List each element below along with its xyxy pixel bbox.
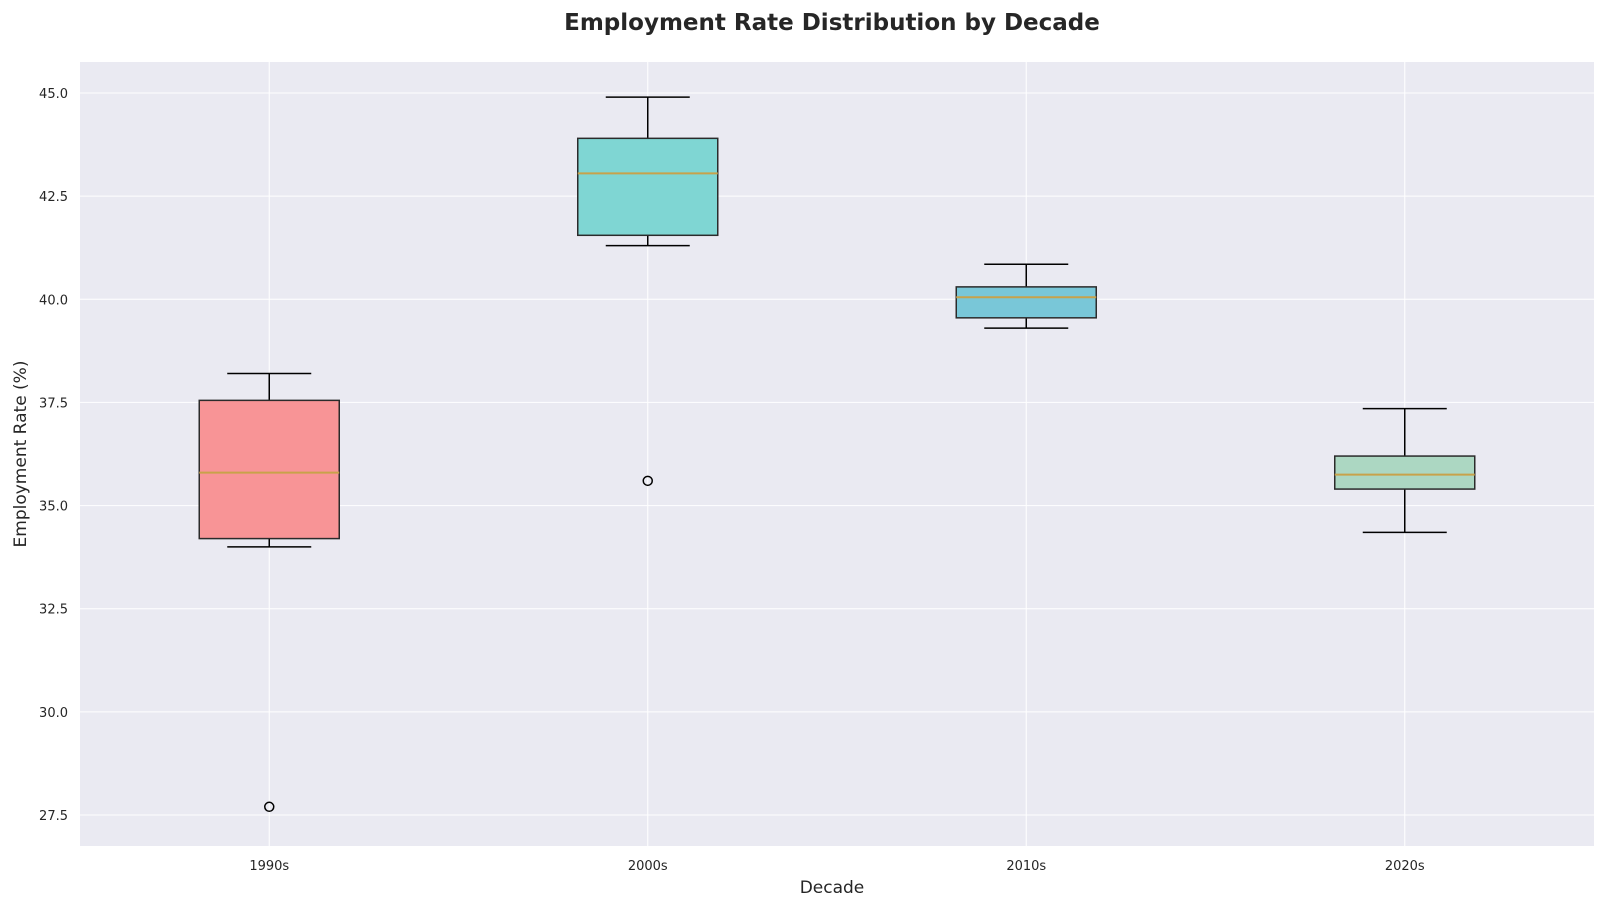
box-2000s: [577, 96, 719, 487]
y-tick-label: 42.5: [39, 190, 68, 205]
y-axis-label: Employment Rate (%): [11, 361, 31, 548]
y-tick-label: 35.0: [39, 500, 68, 515]
box-iqr: [577, 137, 719, 237]
box-iqr: [198, 399, 340, 540]
x-axis-label: Decade: [800, 878, 865, 898]
y-tick-label: 45.0: [39, 87, 68, 102]
box-iqr: [1334, 455, 1476, 490]
box-iqr: [955, 286, 1097, 319]
y-tick-label: 30.0: [39, 706, 68, 721]
y-tick-label: 37.5: [39, 396, 68, 411]
x-axis-ticks: 1990s 2000s 2010s 2020s: [249, 859, 1425, 874]
y-tick-label: 32.5: [39, 603, 68, 618]
y-axis-ticks: 27.5 30.0 32.5 35.0 37.5 40.0 42.5 45.0: [39, 87, 68, 824]
grid-lines: [80, 62, 1594, 846]
x-tick-label: 1990s: [249, 859, 289, 874]
y-tick-label: 40.0: [39, 293, 68, 308]
box-2010s: [955, 263, 1097, 329]
box-1990s: [198, 372, 340, 813]
boxes: [198, 96, 1476, 813]
outlier-point: [264, 801, 275, 813]
chart-title: Employment Rate Distribution by Decade: [564, 10, 1100, 36]
x-tick-label: 2000s: [628, 859, 668, 874]
box-2020s: [1334, 407, 1476, 534]
x-tick-label: 2020s: [1385, 859, 1425, 874]
y-tick-label: 27.5: [39, 809, 68, 824]
x-tick-label: 2010s: [1006, 859, 1046, 874]
outlier-point: [642, 475, 653, 487]
